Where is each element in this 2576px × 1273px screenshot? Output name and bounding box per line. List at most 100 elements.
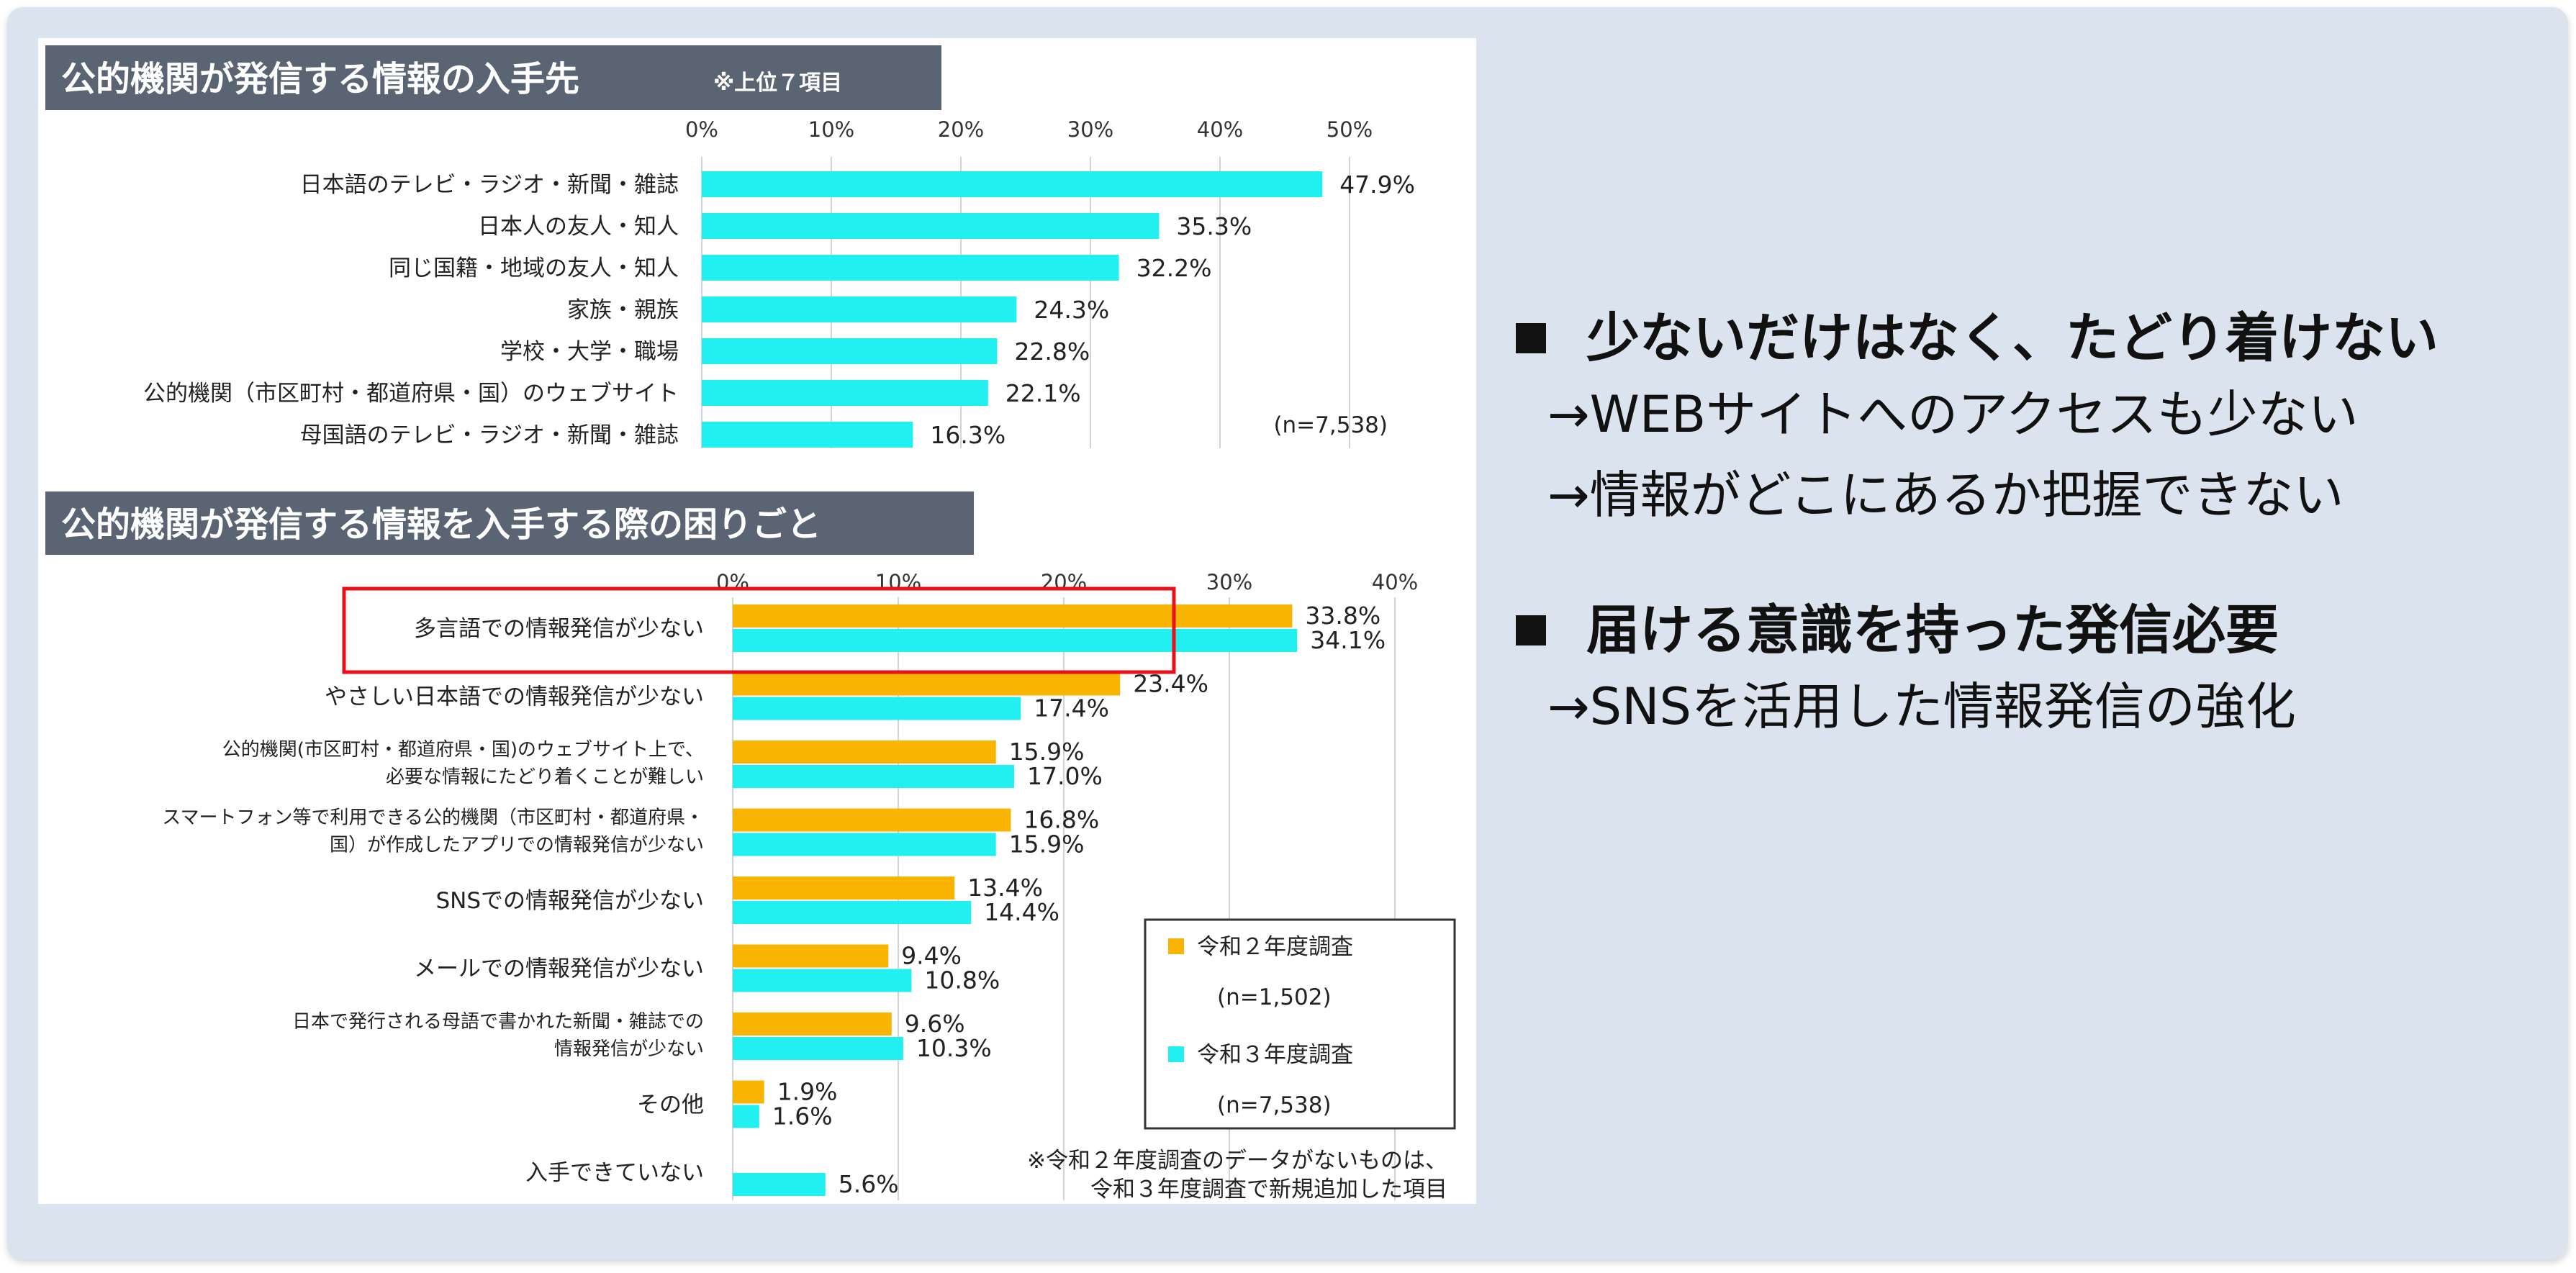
footnote-line: 令和３年度調査で新規追加した項目 [1090,1177,1447,1202]
data-label: 16.8% [1023,806,1099,834]
data-label: 47.9% [1339,171,1415,199]
data-label: 9.4% [901,942,962,970]
data-label: 22.8% [1014,337,1090,366]
bar-2020 [733,672,1121,696]
bar-2021 [733,969,912,992]
chart-title-bar [45,45,941,110]
data-label: 5.6% [839,1170,899,1198]
bar-2020 [733,944,889,968]
bar [702,380,988,406]
data-label: 24.3% [1034,296,1109,324]
chart-title-note: ※上位７項目 [713,71,842,96]
bar [702,255,1119,281]
data-label: 32.2% [1136,254,1212,282]
data-label: 15.9% [1009,738,1085,766]
data-label: 17.4% [1034,694,1109,722]
bar-2021 [733,1037,903,1060]
category-label: 国）が作成したアプリでの情報発信が少ない [330,835,704,856]
bar [702,296,1017,322]
data-label: 17.0% [1027,762,1103,790]
bullet-heading-1: 少ないだけはなく、たどり着けない [1504,302,2548,374]
x-tick-label: 40% [1197,117,1243,142]
data-label: 10.3% [916,1034,992,1062]
bullet-1-sub-2: →情報がどこにあるか把握できない [1547,466,2344,525]
category-label: 入手できていない [525,1160,704,1186]
bar [702,171,1323,197]
x-tick-label: 30% [1206,570,1252,594]
bullet-1-sub-1: →WEBサイトへのアクセスも少ない [1547,385,2359,444]
category-label: 同じ国籍・地域の友人・知人 [389,255,679,281]
bullet-square-icon [1516,323,1546,353]
legend-sample-size: (n=1,502) [1217,984,1332,1010]
x-tick-label: 0% [685,117,718,142]
bullet-2-sub-1: →SNSを活用した情報発信の強化 [1547,677,2296,736]
legend-swatch [1168,938,1184,954]
chart-info-sources: 公的機関が発信する情報の入手先 ※上位７項目 0% 10% 20% 30% 40% 50% 日本… [45,45,1415,448]
footnote-line: ※令和２年度調査のデータがないものは、 [1027,1148,1447,1174]
category-label: 公的機関(市区町村・都道府県・国)のウェブサイト上で、 [222,739,704,761]
data-label: 13.4% [967,874,1043,902]
data-label: 23.4% [1133,670,1208,698]
legend-box [1144,918,1456,1130]
chart-panel: 公的機関が発信する情報の入手先 ※上位７項目 0% 10% 20% 30% 40% 50% 日本… [38,38,1476,1204]
bar-2020 [733,876,955,900]
x-tick-label: 0% [716,570,749,594]
category-label: 日本で発行される母語で書かれた新聞・雑誌での [292,1011,704,1033]
bar-2020 [733,604,1293,628]
category-label: その他 [637,1092,704,1118]
chart-title-bar [45,491,974,555]
category-label: 必要な情報にたどり着くことが難しい [386,766,704,788]
data-label: 35.3% [1176,212,1252,240]
category-label: 多言語での情報発信が少ない [414,616,704,642]
slide-background: 公的機関が発信する情報の入手先 ※上位７項目 0% 10% 20% 30% 40% 50% 日本… [7,7,2568,1259]
category-label: やさしい日本語での情報発信が少ない [325,684,704,710]
category-label: SNSでの情報発信が少ない [435,888,704,914]
x-tick-label: 50% [1327,117,1373,142]
data-label: 14.4% [984,898,1059,926]
data-label: 16.3% [930,421,1005,448]
data-label: 15.9% [1009,830,1085,859]
bar-2020 [733,1080,764,1104]
bar [702,338,998,364]
data-label: 34.1% [1310,626,1386,654]
x-tick-label: 20% [1041,570,1087,594]
highlight-box [342,586,1176,674]
legend-sample-size: (n=7,538) [1217,1092,1332,1118]
data-label: 1.6% [772,1102,833,1131]
category-label: 家族・親族 [567,297,679,323]
data-label: 9.6% [905,1010,965,1038]
chart-title: 公的機関が発信する情報を入手する際の困りごと [61,504,821,545]
x-tick-label: 40% [1372,570,1418,594]
bullet-list: 少ないだけはなく、たどり着けない →WEBサイトへのアクセスも少ない →情報がど… [1504,302,2548,747]
bullet-square-icon [1516,615,1546,645]
bar-2021 [733,901,972,924]
bar-2021 [733,833,996,856]
x-tick-label: 10% [808,117,854,142]
legend-label: 令和２年度調査 [1197,934,1353,960]
x-tick-label: 30% [1067,117,1113,142]
bar-2020 [733,1012,892,1036]
category-label: 情報発信が少ない [554,1038,704,1060]
bar-2020 [733,740,996,764]
legend-swatch [1168,1046,1184,1062]
chart-title: 公的機関が発信する情報の入手先 [61,59,579,99]
bullet-heading-2-text: 届ける意識を持った発信必要 [1586,599,2279,661]
data-label: 1.9% [777,1078,838,1106]
bullet-heading-1-text: 少ないだけはなく、たどり着けない [1586,307,2439,369]
x-tick-label: 20% [938,117,984,142]
bar-2021 [733,697,1021,720]
chart-difficulties: 公的機関が発信する情報を入手する際の困りごと 0% 10% 20% 30% 40% 多言語で… [45,491,1456,1202]
bullet-heading-2: 届ける意識を持った発信必要 [1504,594,2548,666]
legend-label: 令和３年度調査 [1197,1042,1353,1068]
category-label: 学校・大学・職場 [500,339,679,365]
sample-size-note: (n=7,538) [1273,412,1388,438]
x-tick-label: 10% [875,570,921,594]
data-label: 33.8% [1305,602,1380,630]
category-label: メールでの情報発信が少ない [414,956,704,982]
bar-2021 [733,629,1298,652]
category-label: スマートフォン等で利用できる公的機関（市区町村・都道府県・ [162,807,704,829]
category-label: 日本人の友人・知人 [478,214,679,240]
bar-2020 [733,808,1011,832]
category-label: 日本語のテレビ・ラジオ・新聞・雑誌 [300,172,679,198]
data-label: 22.1% [1005,379,1081,407]
